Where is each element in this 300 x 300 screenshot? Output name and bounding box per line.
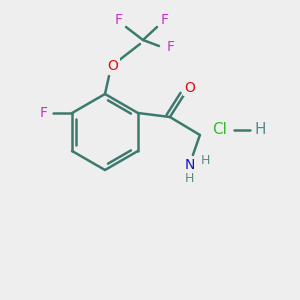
Text: F: F [115,13,123,27]
Text: F: F [161,13,169,27]
Text: F: F [40,106,48,120]
Text: H: H [201,154,211,166]
Text: H: H [185,172,195,184]
Text: N: N [185,158,195,172]
Text: Cl: Cl [213,122,227,137]
Text: O: O [184,81,195,95]
Text: H: H [254,122,266,137]
Text: O: O [108,59,118,73]
Text: F: F [167,40,175,54]
